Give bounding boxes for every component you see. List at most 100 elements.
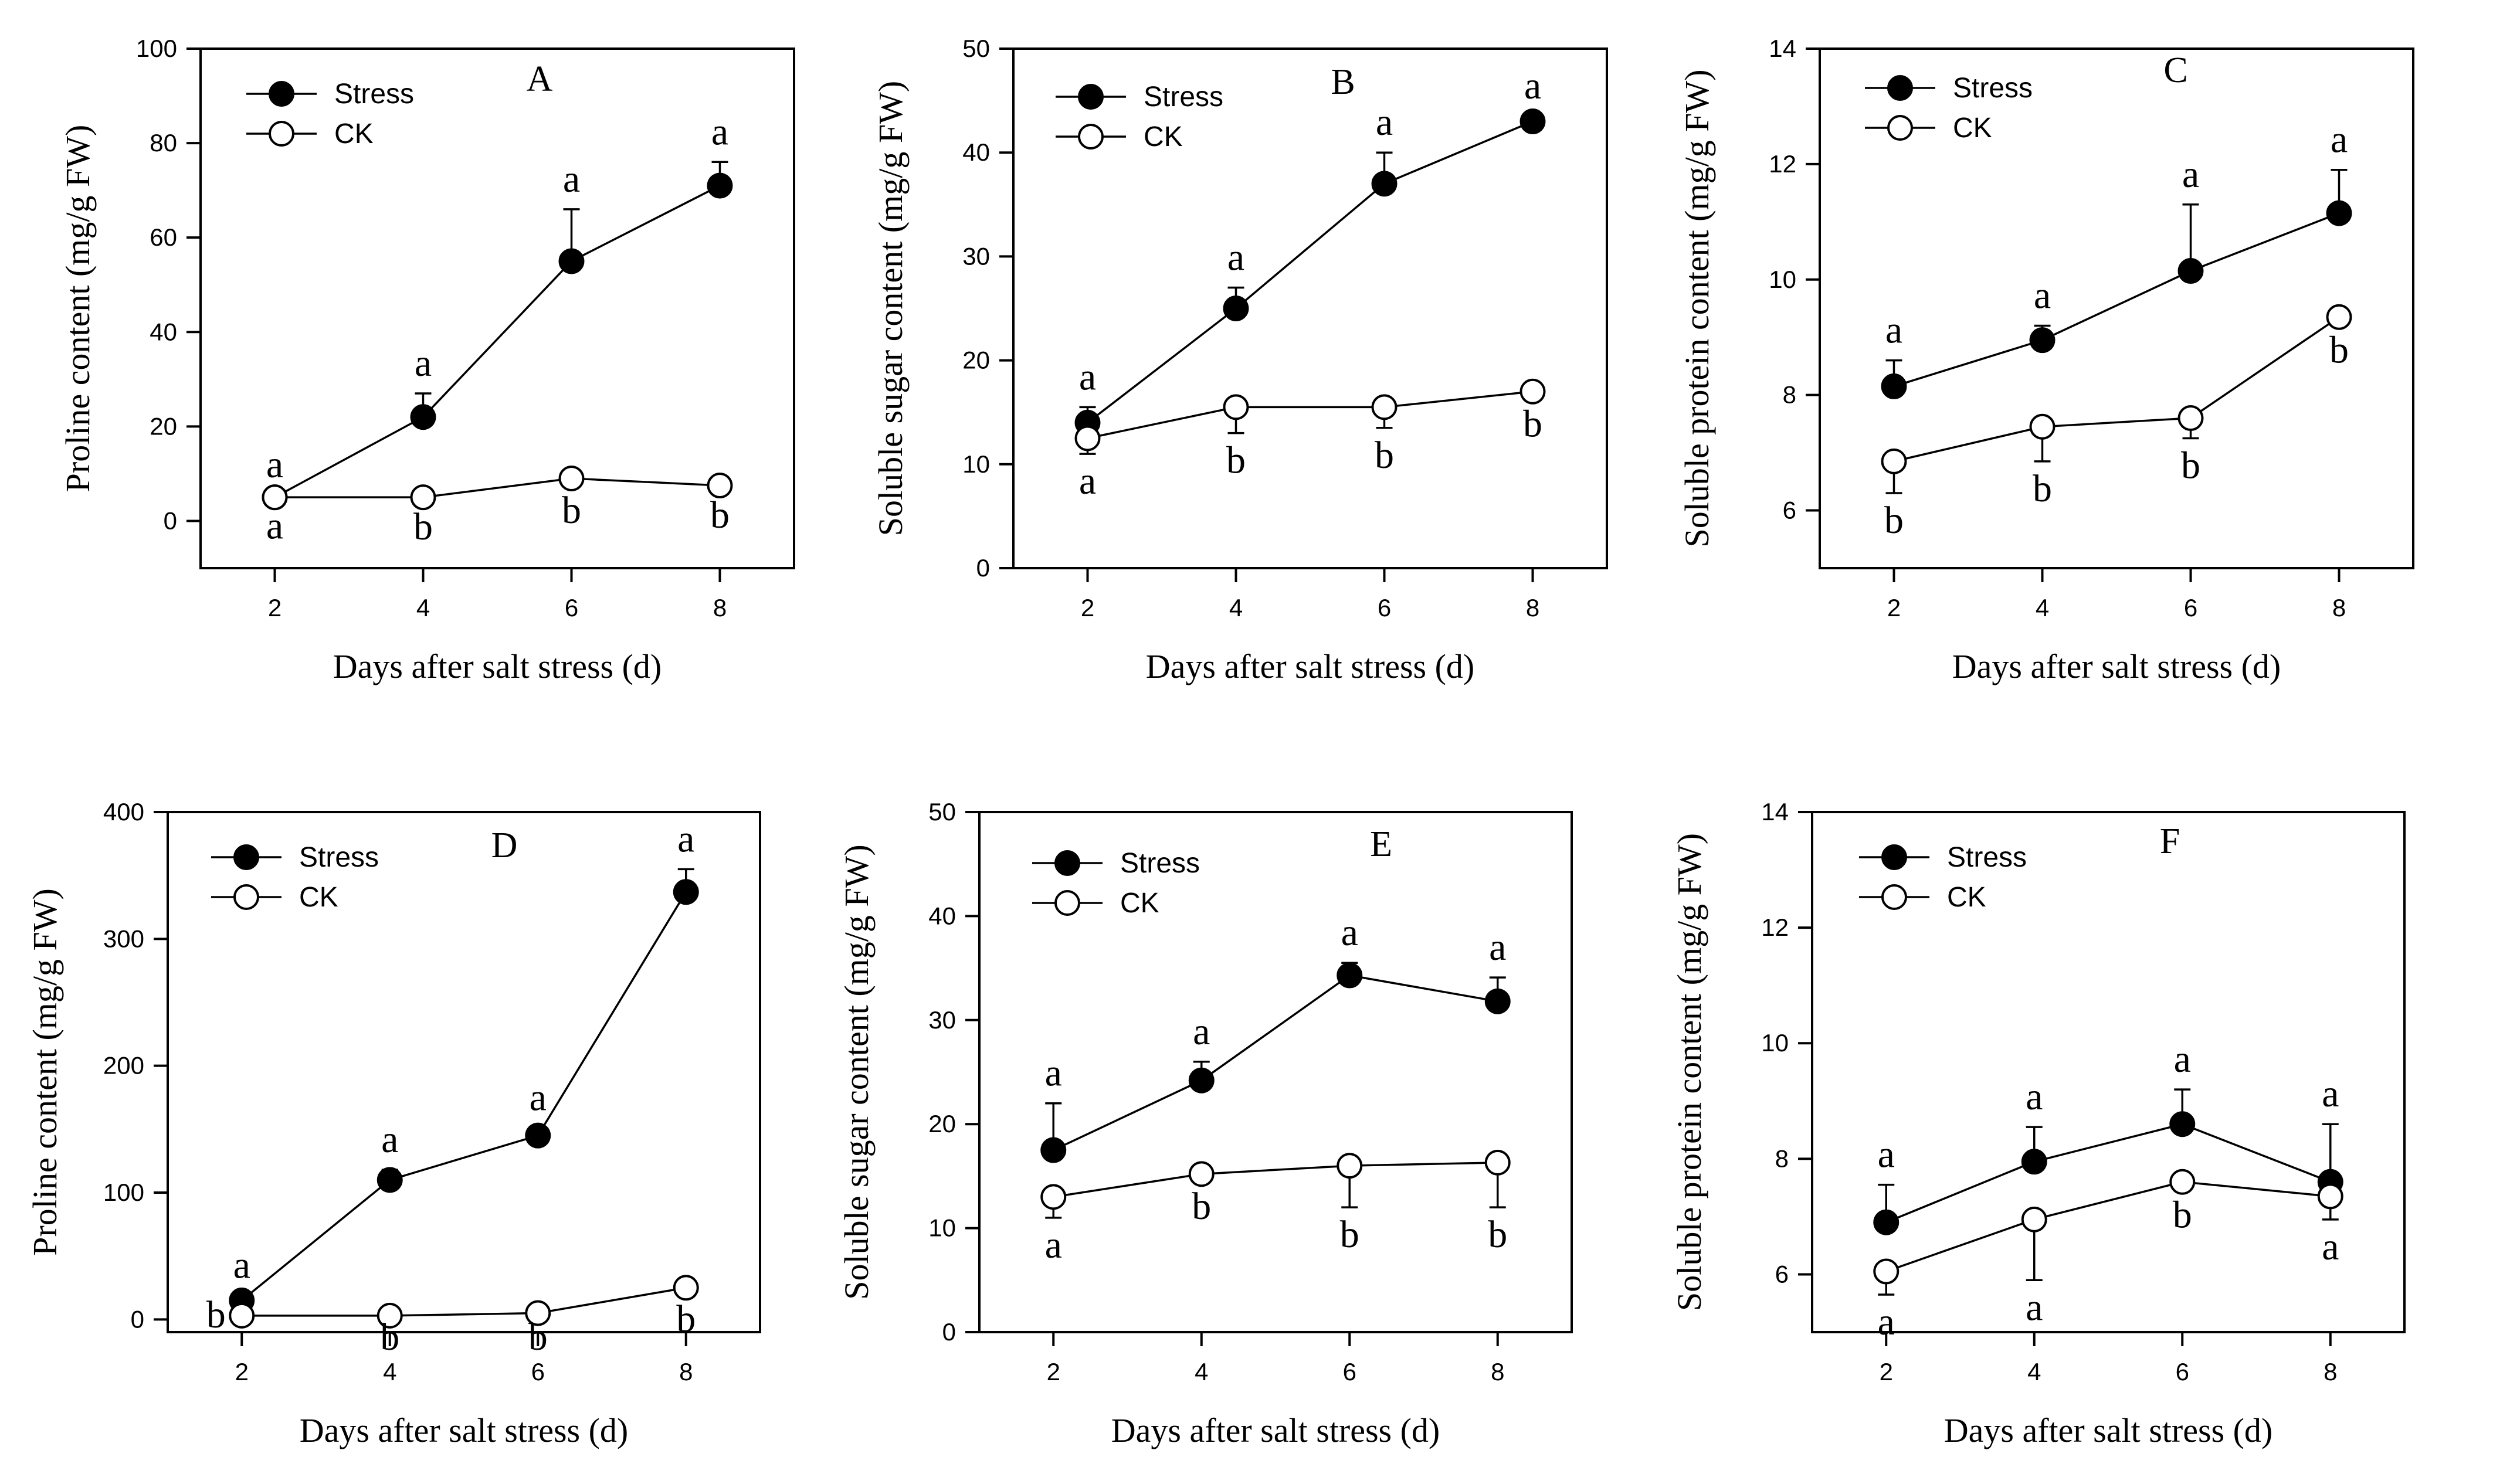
series-line-ck bbox=[274, 477, 720, 498]
series-line-ck bbox=[1885, 1180, 2331, 1273]
point-stress bbox=[2169, 1111, 2196, 1137]
x-tick-label: 2 bbox=[1880, 1358, 1893, 1385]
x-tick-label: 6 bbox=[531, 1358, 545, 1385]
point-stress bbox=[2177, 258, 2204, 284]
point-stress bbox=[558, 248, 585, 274]
point-stress bbox=[673, 879, 699, 905]
plot-frame bbox=[1819, 47, 2414, 569]
panel-f: 6 8 10 12 14 2 4 6 8 Days after salt stress (d) So… bbox=[1670, 798, 2406, 1449]
sig-letter-stress: a bbox=[677, 817, 694, 860]
legend: Stress CK bbox=[246, 79, 414, 150]
legend-marker-ck bbox=[1887, 115, 1913, 141]
x-tick-label: 6 bbox=[2176, 1358, 2189, 1385]
y-tick-label: 10 bbox=[1761, 1029, 1789, 1057]
point-ck bbox=[2326, 304, 2352, 330]
sig-letter-ck: b bbox=[528, 1316, 548, 1359]
point-ck bbox=[558, 465, 585, 491]
x-tick-label: 4 bbox=[383, 1358, 396, 1385]
y-tick-label: 60 bbox=[150, 223, 177, 251]
point-ck bbox=[2177, 405, 2204, 432]
y-tick-label: 0 bbox=[164, 507, 177, 534]
legend-label-ck: CK bbox=[1953, 113, 1992, 144]
point-ck bbox=[1881, 448, 1907, 474]
x-axis-title: Days after salt stress (d) bbox=[1952, 647, 2281, 685]
legend-label-stress: Stress bbox=[1144, 81, 1223, 113]
point-ck bbox=[707, 473, 733, 499]
legend-label-stress: Stress bbox=[1953, 73, 2033, 104]
point-stress bbox=[1519, 108, 1546, 135]
panel-b: 0 10 20 30 40 50 2 4 6 8 Days after salt stress (d… bbox=[871, 35, 1608, 685]
y-tick-label: 50 bbox=[962, 35, 990, 62]
y-tick-label: 14 bbox=[1761, 798, 1789, 826]
series-line-stress bbox=[1885, 1123, 2331, 1224]
series-line-ck bbox=[1087, 390, 1533, 440]
x-tick-label: 4 bbox=[416, 594, 430, 622]
y-axis-title: Proline content (mg/g FW) bbox=[26, 888, 64, 1256]
y-tick-label: 40 bbox=[928, 902, 956, 929]
point-stress bbox=[2021, 1149, 2047, 1175]
sig-letter-stress: a bbox=[2182, 153, 2199, 196]
panel-e: 0 10 20 30 40 50 2 4 6 8 Days after salt stress (d… bbox=[837, 798, 1573, 1449]
sig-letter-ck: b bbox=[1884, 499, 1904, 542]
y-tick-label: 20 bbox=[150, 412, 177, 440]
sig-letter-ck: b bbox=[380, 1316, 399, 1359]
y-tick-label: 200 bbox=[103, 1052, 144, 1079]
y-axis-title: Soluble protein content (mg/g FW) bbox=[1678, 69, 1716, 547]
series-line-ck bbox=[1053, 1162, 1498, 1198]
x-tick-label: 8 bbox=[2324, 1358, 2337, 1385]
series-line-stress bbox=[1893, 212, 2340, 388]
x-tick-label: 4 bbox=[2036, 594, 2049, 622]
y-axis-title: Soluble sugar content (mg/g FW) bbox=[871, 81, 910, 536]
x-axis-title: Days after salt stress (d) bbox=[333, 647, 662, 685]
y-tick-label: 20 bbox=[928, 1110, 956, 1137]
sig-letter-ck: b bbox=[2329, 329, 2349, 372]
series-line-stress bbox=[274, 185, 721, 498]
point-stress bbox=[1881, 373, 1907, 399]
point-ck bbox=[1484, 1149, 1511, 1176]
legend-label-ck: CK bbox=[1144, 121, 1183, 152]
point-ck bbox=[1074, 425, 1101, 451]
sig-letter-stress: a bbox=[1079, 355, 1096, 398]
sig-letter-stress: a bbox=[2331, 118, 2348, 161]
plot-frame bbox=[1811, 811, 2406, 1333]
sig-letter-stress: a bbox=[1489, 926, 1506, 969]
plot-frame bbox=[1012, 47, 1608, 569]
sig-letter-ck: b bbox=[710, 494, 730, 536]
sig-letter-stress: a bbox=[2034, 274, 2051, 317]
sig-letter-ck: a bbox=[2026, 1286, 2043, 1329]
y-tick-label: 10 bbox=[1769, 266, 1796, 293]
point-stress bbox=[1371, 171, 1398, 197]
x-tick-label: 6 bbox=[1378, 594, 1391, 622]
x-axis-title: Days after salt stress (d) bbox=[300, 1411, 629, 1449]
sig-letter-stress: a bbox=[381, 1118, 398, 1161]
legend-label-stress: Stress bbox=[1120, 848, 1200, 879]
y-tick-label: 30 bbox=[928, 1006, 956, 1034]
y-tick-label: 30 bbox=[962, 242, 990, 270]
point-ck bbox=[673, 1275, 699, 1301]
panel-a: 0 20 40 60 80 100 2 4 6 8 Days after salt stress (… bbox=[59, 35, 795, 685]
y-tick-label: 0 bbox=[976, 554, 990, 582]
y-tick-label: 14 bbox=[1769, 35, 1796, 62]
x-tick-label: 6 bbox=[565, 594, 578, 622]
panel-c: 6 8 10 12 14 2 4 6 8 Days after salt stress (d) So… bbox=[1678, 35, 2414, 685]
x-tick-label: 4 bbox=[1195, 1358, 1208, 1385]
series-line-stress bbox=[241, 891, 687, 1302]
point-ck bbox=[1040, 1184, 1067, 1210]
x-tick-label: 2 bbox=[268, 594, 281, 622]
sig-letter-ck: a bbox=[1878, 1300, 1895, 1343]
point-ck bbox=[2317, 1183, 2343, 1210]
sig-letter-stress: a bbox=[1524, 64, 1541, 107]
legend-marker-ck bbox=[1054, 890, 1080, 916]
sig-letter-stress: a bbox=[1227, 236, 1244, 279]
point-stress bbox=[525, 1122, 551, 1149]
legend-marker-ck bbox=[1881, 884, 1907, 910]
y-tick-label: 0 bbox=[131, 1305, 144, 1333]
point-stress bbox=[1484, 988, 1511, 1014]
legend: Stress CK bbox=[1859, 842, 2027, 913]
y-tick-label: 10 bbox=[962, 450, 990, 478]
y-tick-label: 12 bbox=[1761, 914, 1789, 941]
y-tick-label: 12 bbox=[1769, 150, 1796, 178]
point-ck bbox=[410, 484, 436, 511]
legend-marker-stress bbox=[1887, 75, 1913, 101]
